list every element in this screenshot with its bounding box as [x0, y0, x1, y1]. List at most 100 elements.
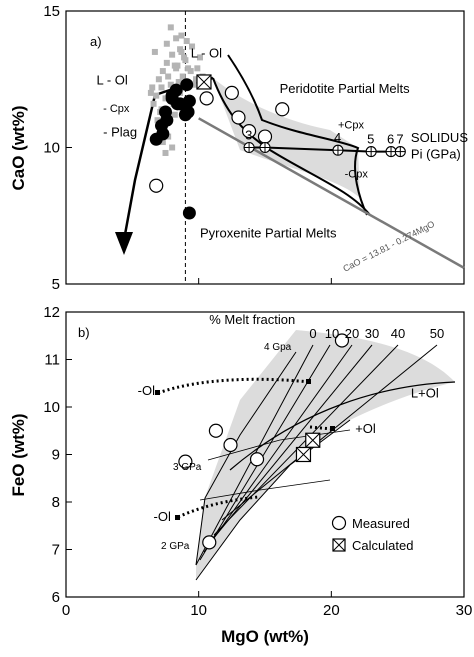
panel-a-gray-square — [159, 139, 166, 146]
panel-b-plus-ol-marker — [330, 426, 335, 431]
solidus-point — [394, 146, 406, 158]
panel-a-annotation: L - Ol — [191, 45, 222, 60]
x-axis-label: MgO (wt%) — [221, 627, 309, 646]
panel-b-annotation: -Ol — [138, 383, 155, 398]
panel-b-open-circles — [178, 333, 350, 550]
panel-a-annotation: - Cpx — [103, 103, 130, 115]
panel-a-measured-point — [149, 178, 164, 193]
panel-a-ytick-label: 5 — [52, 276, 60, 293]
panel-a-gray-square — [162, 149, 169, 156]
panel-a-filled-circle — [182, 94, 196, 108]
panel-b-annotation: L+Ol — [411, 386, 439, 401]
panel-b-ticks: 6 7 8 9 10 11 12 0 10 20 30 — [43, 304, 472, 619]
calc-x2 — [196, 74, 212, 90]
solidus-point — [385, 146, 397, 158]
panel-a-gray-square — [169, 51, 176, 58]
panel-a-annotation: Pi (GPa) — [411, 146, 461, 161]
panel-a-filled-circle — [156, 127, 170, 141]
panel-a-label: a) — [90, 34, 102, 49]
panel-b-ytick-label: 6 — [52, 589, 60, 606]
panel-a-regression-label: CaO = 13.81 - 0.274MgO — [341, 219, 436, 274]
panel-a-ylabel: CaO (wt%) — [9, 106, 28, 191]
panel-b-melt-grid-region — [196, 330, 455, 580]
solidus-pressure-label: 4 — [334, 130, 341, 145]
panel-b-annotation: +Ol — [355, 421, 376, 436]
panel-a-gray-square — [155, 76, 162, 83]
panel-a-annotations: L - Ol - Cpx - Plag L - Ol Peridotite Partia… — [97, 45, 469, 240]
panel-b-measured-point — [202, 535, 217, 550]
panel-a-filled-circle — [178, 108, 192, 122]
panel-a-gray-square — [169, 144, 176, 151]
panel-b-annotation: % Melt fraction — [209, 312, 295, 327]
panel-a-annotation: +Cpx — [338, 119, 364, 131]
panel-a-gray-square — [179, 73, 186, 80]
panel-b-calculated-point — [305, 432, 321, 448]
panel-a-annotation: SOLIDUS — [411, 130, 468, 145]
legend-calculated-label: Calculated — [352, 538, 413, 553]
melt-fraction-label: 50 — [430, 326, 444, 341]
panel-b-ol-path-2 — [177, 495, 259, 519]
panel-b-measured-point — [178, 454, 193, 469]
panel-b-ylabel: FeO (wt%) — [9, 413, 28, 496]
panel-a-ytick-label: 10 — [43, 140, 60, 157]
solidus-pressure-label: 3 — [245, 128, 252, 143]
panel-a-gray-square — [175, 78, 182, 85]
panel-a-filled-circle — [160, 113, 174, 127]
panel-a-filled-circle — [180, 78, 194, 92]
panel-a-peridotite-upper-curve — [227, 54, 368, 216]
solidus-point — [365, 146, 377, 158]
panel-a-filled-circle — [182, 206, 196, 220]
solidus-point — [243, 141, 255, 154]
legend-calculated-marker — [332, 538, 346, 552]
panel-a-measured-point — [199, 91, 214, 106]
panel-a-gray-square — [196, 54, 203, 61]
panel-a-arrow-head — [115, 232, 133, 255]
melt-fraction-line — [221, 344, 438, 521]
panel-b-ol-marker-2 — [306, 379, 311, 384]
panel-a-gray-square — [159, 68, 166, 75]
panel-a-gray-square — [163, 40, 170, 47]
panel-a-gray-square — [189, 43, 196, 50]
panel-a-measured-point — [224, 85, 239, 101]
legend-measured-marker — [331, 515, 347, 531]
panel-a-gray-square — [162, 95, 169, 102]
panel-a-gray-square — [151, 48, 158, 55]
panel-a-gray-square — [163, 59, 170, 66]
melt-fraction-label: 0 — [309, 326, 316, 341]
panel-b-ytick-label: 9 — [52, 447, 60, 464]
panel-b-xtick-label: 30 — [456, 602, 473, 619]
panel-b-measured-point — [223, 437, 238, 453]
solidus-point — [332, 144, 344, 156]
panel-a-gray-square — [150, 100, 157, 107]
panel-a-calculated-markers — [196, 74, 212, 90]
panel-a-annotation: Pyroxenite Partial Melts — [200, 226, 337, 241]
panel-a-measured-point — [257, 129, 273, 144]
panel-a-gray-square — [181, 54, 188, 61]
pressure-label-2: 2 GPa — [161, 541, 190, 552]
panel-a-gray-square — [190, 81, 197, 88]
panel-a-gray-square — [171, 111, 178, 118]
pressure-line-2 — [199, 479, 331, 501]
panel-a-fractionation-path — [122, 94, 157, 241]
solidus-pressure-label: 5 — [367, 132, 374, 147]
panel-a-peridotite-region — [213, 78, 360, 198]
panel-b-ytick-label: 11 — [44, 352, 60, 369]
panel-b-annotation: -Ol — [154, 509, 171, 524]
melt-fraction-label: 30 — [365, 326, 379, 341]
panel-a-filled-circle — [165, 89, 179, 103]
panel-a-gray-square — [178, 48, 185, 55]
panel-a-annotation: Peridotite Partial Melts — [280, 81, 411, 96]
panel-b-ol-path-1 — [157, 377, 311, 395]
panel-a-gray-square — [193, 76, 200, 83]
melt-fraction-label: 10 — [325, 326, 339, 341]
panel-a-gray-square — [149, 84, 156, 91]
melt-boundary-left — [195, 351, 297, 566]
panel-b-measured-point — [334, 333, 350, 348]
panel-a-measured-point — [231, 110, 246, 125]
melt-fraction-label: 20 — [345, 326, 359, 341]
panel-a-gray-square — [194, 65, 201, 72]
legend: Measured Calculated — [331, 515, 413, 553]
panel-b-annotations: % Melt fraction -Ol -Ol +Ol L+Ol — [138, 312, 439, 524]
